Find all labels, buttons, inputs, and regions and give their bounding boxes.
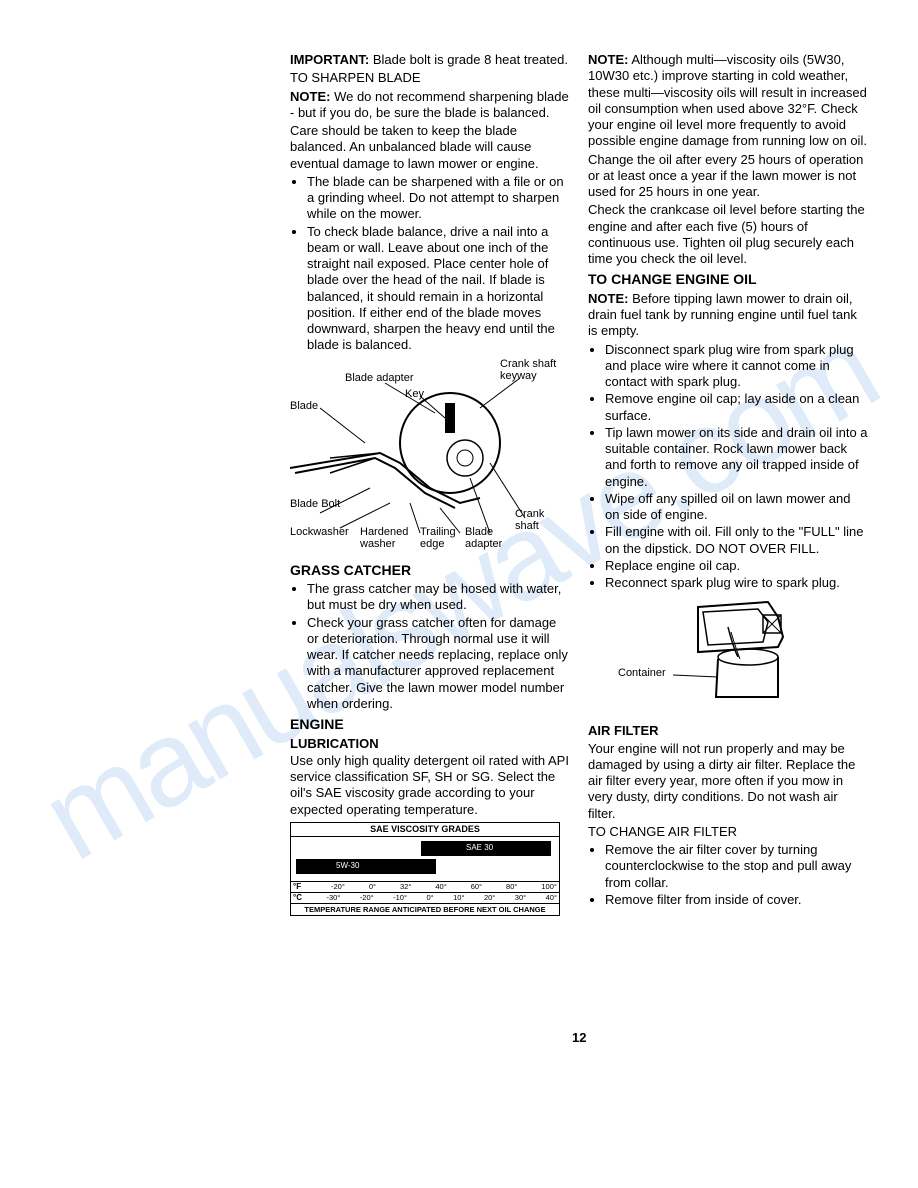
note2-para: NOTE: Although multi—viscosity oils (5W3… bbox=[588, 52, 868, 150]
scale-label: °C bbox=[293, 893, 307, 903]
grass-heading: GRASS CATCHER bbox=[290, 562, 570, 580]
chart-bottom-text: TEMPERATURE RANGE ANTICIPATED BEFORE NEX… bbox=[291, 903, 559, 915]
note3-text: Before tipping lawn mower to drain oil, … bbox=[588, 291, 857, 339]
scale-tick: 0° bbox=[369, 882, 376, 892]
scale-tick: 80° bbox=[506, 882, 517, 892]
air-filter-text: Your engine will not run properly and ma… bbox=[588, 741, 868, 822]
scale-tick: 60° bbox=[471, 882, 482, 892]
list-item: Check your grass catcher often for damag… bbox=[307, 615, 570, 713]
scale-tick: 40° bbox=[546, 893, 557, 903]
f-scale: °F -20° 0° 32° 40° 60° 80° 100° bbox=[291, 881, 559, 892]
lubrication-heading: LUBRICATION bbox=[290, 736, 570, 752]
note1-text: We do not recommend sharpening blade - b… bbox=[290, 89, 569, 120]
scale-tick: 10° bbox=[453, 893, 464, 903]
scale-tick: 32° bbox=[400, 882, 411, 892]
page-number: 12 bbox=[572, 1030, 586, 1045]
sharpen-title: TO SHARPEN BLADE bbox=[290, 70, 570, 86]
list-item: Fill engine with oil. Fill only to the "… bbox=[605, 524, 868, 557]
bar-5w30: 5W-30 bbox=[296, 859, 436, 874]
right-column: NOTE: Although multi—viscosity oils (5W3… bbox=[588, 52, 868, 916]
container-diagram: Container bbox=[628, 597, 828, 717]
diagram-label: Hardened washer bbox=[360, 526, 415, 550]
engine-heading: ENGINE bbox=[290, 716, 570, 734]
scale-tick: -30° bbox=[326, 893, 340, 903]
container-diagram-svg bbox=[628, 597, 828, 717]
diagram-label: Lockwasher bbox=[290, 526, 349, 538]
grass-list: The grass catcher may be hosed with wate… bbox=[290, 581, 570, 712]
bar-sae30: SAE 30 bbox=[421, 841, 551, 856]
list-item: Remove filter from inside of cover. bbox=[605, 892, 868, 908]
scale-tick: -20° bbox=[331, 882, 345, 892]
scale-label: °F bbox=[293, 882, 307, 892]
list-item: Replace engine oil cap. bbox=[605, 558, 868, 574]
diagram-label: Crank shaft keyway bbox=[500, 358, 560, 382]
blade-diagram: Crank shaft keyway Blade adapter Key Bla… bbox=[290, 358, 560, 558]
air-list: Remove the air filter cover by turning c… bbox=[588, 842, 868, 908]
bar-label: SAE 30 bbox=[466, 843, 493, 853]
diagram-label: Blade adapter bbox=[465, 526, 510, 550]
list-item: To check blade balance, drive a nail int… bbox=[307, 224, 570, 354]
care-text: Care should be taken to keep the blade b… bbox=[290, 123, 570, 172]
viscosity-chart: SAE VISCOSITY GRADES 5W-30 SAE 30 °F -20… bbox=[290, 822, 560, 917]
lubrication-text: Use only high quality detergent oil rate… bbox=[290, 753, 570, 818]
diagram-label: Key bbox=[405, 388, 424, 400]
c-scale: °C -30° -20° -10° 0° 10° 20° 30° 40° bbox=[291, 892, 559, 903]
note1-label: NOTE: bbox=[290, 89, 330, 104]
air-change-heading: TO CHANGE AIR FILTER bbox=[588, 824, 868, 840]
bar-label: 5W-30 bbox=[336, 861, 359, 871]
important-para: IMPORTANT: Blade bolt is grade 8 heat tr… bbox=[290, 52, 570, 68]
sharpen-list: The blade can be sharpened with a file o… bbox=[290, 174, 570, 354]
note3-label: NOTE: bbox=[588, 291, 628, 306]
list-item: Tip lawn mower on its side and drain oil… bbox=[605, 425, 868, 490]
air-filter-heading: AIR FILTER bbox=[588, 723, 868, 739]
important-label: IMPORTANT: bbox=[290, 52, 369, 67]
diagram-label: Blade bbox=[290, 400, 318, 412]
scale-tick: 40° bbox=[435, 882, 446, 892]
list-item: The grass catcher may be hosed with wate… bbox=[307, 581, 570, 614]
diagram-label: Crank shaft bbox=[515, 508, 555, 532]
scale-tick: 30° bbox=[515, 893, 526, 903]
chart-body: 5W-30 SAE 30 bbox=[291, 837, 559, 881]
scale-tick: 100° bbox=[541, 882, 557, 892]
container-label: Container bbox=[618, 667, 666, 679]
scale-tick: 20° bbox=[484, 893, 495, 903]
note3-para: NOTE: Before tipping lawn mower to drain… bbox=[588, 291, 868, 340]
note1-para: NOTE: We do not recommend sharpening bla… bbox=[290, 89, 570, 122]
scale-tick: -20° bbox=[360, 893, 374, 903]
list-item: Disconnect spark plug wire from spark pl… bbox=[605, 342, 868, 391]
diagram-label: Blade Bolt bbox=[290, 498, 340, 510]
scale-tick: -10° bbox=[393, 893, 407, 903]
list-item: Wipe off any spilled oil on lawn mower a… bbox=[605, 491, 868, 524]
diagram-label: Blade adapter bbox=[345, 372, 414, 384]
note2-label: NOTE: bbox=[588, 52, 628, 67]
chart-title: SAE VISCOSITY GRADES bbox=[291, 823, 559, 837]
two-column-content: IMPORTANT: Blade bolt is grade 8 heat tr… bbox=[0, 0, 918, 936]
list-item: Remove the air filter cover by turning c… bbox=[605, 842, 868, 891]
list-item: Reconnect spark plug wire to spark plug. bbox=[605, 575, 868, 591]
important-text: Blade bolt is grade 8 heat treated. bbox=[369, 52, 568, 67]
change-oil-heading: TO CHANGE ENGINE OIL bbox=[588, 271, 868, 289]
left-column: IMPORTANT: Blade bolt is grade 8 heat tr… bbox=[290, 52, 570, 916]
scale-tick: 0° bbox=[426, 893, 433, 903]
oil-list: Disconnect spark plug wire from spark pl… bbox=[588, 342, 868, 592]
list-item: Remove engine oil cap; lay aside on a cl… bbox=[605, 391, 868, 424]
change-text2: Check the crankcase oil level before sta… bbox=[588, 202, 868, 267]
list-item: The blade can be sharpened with a file o… bbox=[307, 174, 570, 223]
manual-page: manualswave.com IMPORTANT: Blade bolt is… bbox=[0, 0, 918, 1188]
note2-text: Although multi—viscosity oils (5W30, 10W… bbox=[588, 52, 867, 148]
diagram-label: Trailing edge bbox=[420, 526, 460, 550]
change-text1: Change the oil after every 25 hours of o… bbox=[588, 152, 868, 201]
